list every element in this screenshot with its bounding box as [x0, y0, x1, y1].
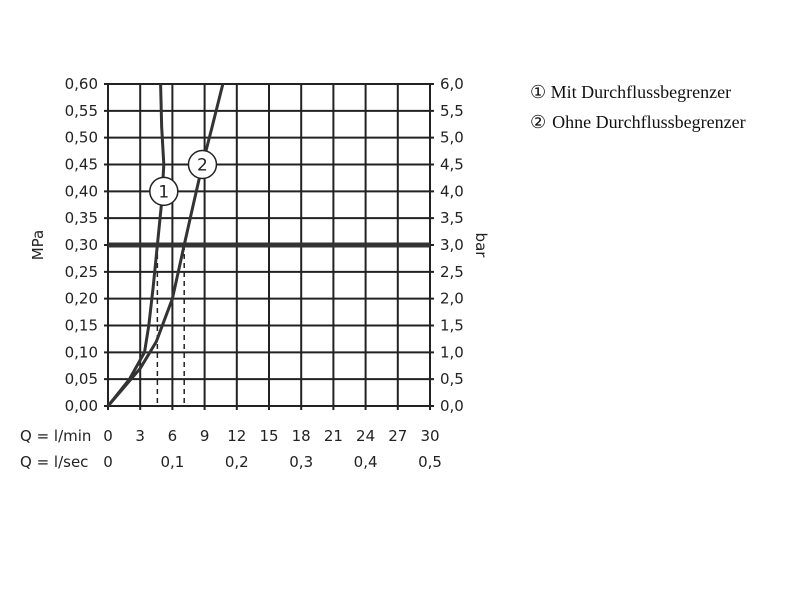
y-tick-label: 0,00	[65, 397, 98, 415]
x-tick-label: 18	[292, 427, 311, 445]
y-right-tick-label: 5,0	[440, 129, 464, 147]
x-tick-label: 21	[324, 427, 343, 445]
y-tick-label: 0,10	[65, 343, 98, 361]
x2-axis-label: Q = l/sec	[20, 453, 88, 471]
y-tick-label: 0,25	[65, 263, 98, 281]
y-tick-label: 0,20	[65, 290, 98, 308]
y-right-axis-label: bar	[472, 233, 490, 259]
x2-tick-label: 0	[103, 453, 113, 471]
series-marker-circle-2	[187, 149, 218, 180]
y-right-tick-label: 4,5	[440, 156, 464, 174]
x-tick-label: 0	[103, 427, 113, 445]
y-right-tick-label: 2,0	[440, 290, 464, 308]
x2-tick-label: 0,1	[160, 453, 184, 471]
x-tick-label: 30	[420, 427, 439, 445]
x-tick-label: 6	[168, 427, 178, 445]
legend: ① Mit Durchflussbegrenzer ② Ohne Durchflu…	[530, 80, 752, 140]
x2-tick-label: 0,5	[418, 453, 442, 471]
y-right-tick-label: 4,0	[440, 182, 464, 200]
y-tick-label: 0,35	[65, 209, 98, 227]
x-tick-label: 24	[356, 427, 375, 445]
legend-marker-1: ①	[530, 82, 547, 102]
y-tick-label: 0,55	[65, 102, 98, 120]
x-tick-label: 27	[388, 427, 407, 445]
x-tick-label: 15	[259, 427, 278, 445]
x2-tick-label: 0,4	[354, 453, 378, 471]
legend-item-2: ② Ohne Durchflussbegrenzer	[530, 110, 752, 134]
y-tick-label: 0,15	[65, 317, 98, 335]
y-right-tick-label: 3,0	[440, 236, 464, 254]
y-tick-label: 0,50	[65, 129, 98, 147]
legend-text-1: Mit Durchflussbegrenzer	[550, 82, 732, 102]
legend-text-2: Ohne Durchflussbegrenzer	[552, 112, 746, 132]
series-line-2	[106, 83, 225, 407]
x-tick-label: 9	[200, 427, 210, 445]
y-right-tick-label: 1,5	[440, 317, 464, 335]
x-axis-label: Q = l/min	[20, 427, 91, 445]
series-marker-label-2: 2	[197, 156, 208, 176]
y-right-tick-label: 2,5	[440, 263, 464, 281]
series-line-1	[106, 83, 166, 407]
y-right-tick-label: 6,0	[440, 75, 464, 93]
legend-marker-2: ②	[530, 112, 547, 132]
y-tick-label: 0,30	[65, 236, 98, 254]
y-tick-label: 0,40	[65, 182, 98, 200]
y-right-tick-label: 3,5	[440, 209, 464, 227]
y-tick-label: 0,05	[65, 370, 98, 388]
y-right-tick-label: 1,0	[440, 343, 464, 361]
x2-tick-label: 0,2	[225, 453, 249, 471]
series-marker-circle-1	[149, 176, 179, 207]
x-tick-label: 3	[135, 427, 145, 445]
x2-tick-label: 0,3	[289, 453, 313, 471]
y-tick-label: 0,45	[65, 156, 98, 174]
series-marker-label-1: 1	[158, 182, 169, 202]
y-tick-label: 0,60	[65, 75, 98, 93]
x-tick-label: 12	[227, 427, 246, 445]
y-axis-label: MPa	[29, 230, 47, 261]
y-right-tick-label: 0,0	[440, 397, 464, 415]
y-right-tick-label: 0,5	[440, 370, 464, 388]
y-right-tick-label: 5,5	[440, 102, 464, 120]
legend-item-1: ① Mit Durchflussbegrenzer	[530, 80, 752, 104]
